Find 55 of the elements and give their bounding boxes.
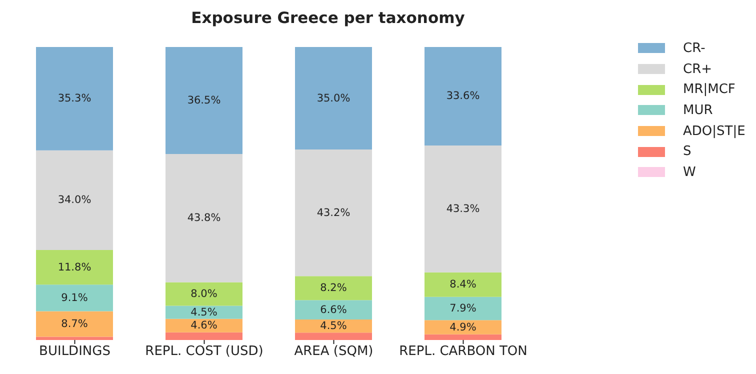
legend-label: MUR <box>683 102 713 118</box>
x-tick-label: REPL. CARBON TON <box>399 344 528 360</box>
bar <box>36 311 113 337</box>
bar <box>295 276 372 300</box>
bar <box>36 150 113 250</box>
data-label: 36.5% <box>187 94 221 106</box>
data-label: 7.9% <box>450 302 476 315</box>
bar <box>36 250 113 285</box>
bar <box>36 336 113 340</box>
x-tick-label: AREA (SQM) <box>294 344 374 360</box>
data-label: 11.8% <box>58 261 92 274</box>
data-label: 4.6% <box>190 320 218 332</box>
legend-label: W <box>683 164 696 180</box>
x-tick-label: REPL. COST (USD) <box>145 344 264 360</box>
x-tick-label: BUILDINGS <box>39 344 110 360</box>
data-label: 43.3% <box>446 202 480 215</box>
data-label: 43.2% <box>316 206 350 219</box>
bar <box>295 300 372 320</box>
bar <box>295 332 372 340</box>
data-label: 4.5% <box>320 320 347 332</box>
data-label: 8.7% <box>61 318 88 330</box>
data-label: 33.6% <box>446 90 480 102</box>
data-label: 4.9% <box>450 321 476 334</box>
data-label: 35.0% <box>316 92 350 104</box>
legend-label: CR- <box>683 40 706 56</box>
legend-label: ADO|ST|E <box>683 124 746 139</box>
chart-title: Exposure Greece per taxonomy <box>190 9 466 27</box>
bar <box>166 306 242 319</box>
data-label: 34.0% <box>58 194 92 206</box>
data-label: 8.2% <box>320 282 347 294</box>
bar <box>166 47 242 154</box>
bar <box>424 334 502 340</box>
bar <box>36 47 113 150</box>
bar <box>424 47 502 146</box>
data-label: 6.6% <box>320 304 347 316</box>
bar <box>424 320 502 334</box>
data-label: 8.4% <box>450 278 476 291</box>
legend-label: S <box>683 144 692 160</box>
bar <box>166 154 242 282</box>
bar <box>166 282 242 306</box>
bar <box>166 332 242 340</box>
legend-label: CR+ <box>683 62 712 77</box>
bar <box>166 318 242 332</box>
bar <box>424 272 502 297</box>
data-label: 35.3% <box>58 92 92 105</box>
legend-label: MR|MCF <box>683 82 736 98</box>
bar <box>295 47 372 150</box>
bar <box>424 296 502 320</box>
bar <box>295 150 372 276</box>
data-label: 9.1% <box>61 292 88 304</box>
bar <box>36 284 113 312</box>
data-label: 4.5% <box>190 306 218 318</box>
data-label: 43.8% <box>187 212 221 224</box>
bar <box>424 145 502 272</box>
data-label: 8.0% <box>190 288 218 300</box>
